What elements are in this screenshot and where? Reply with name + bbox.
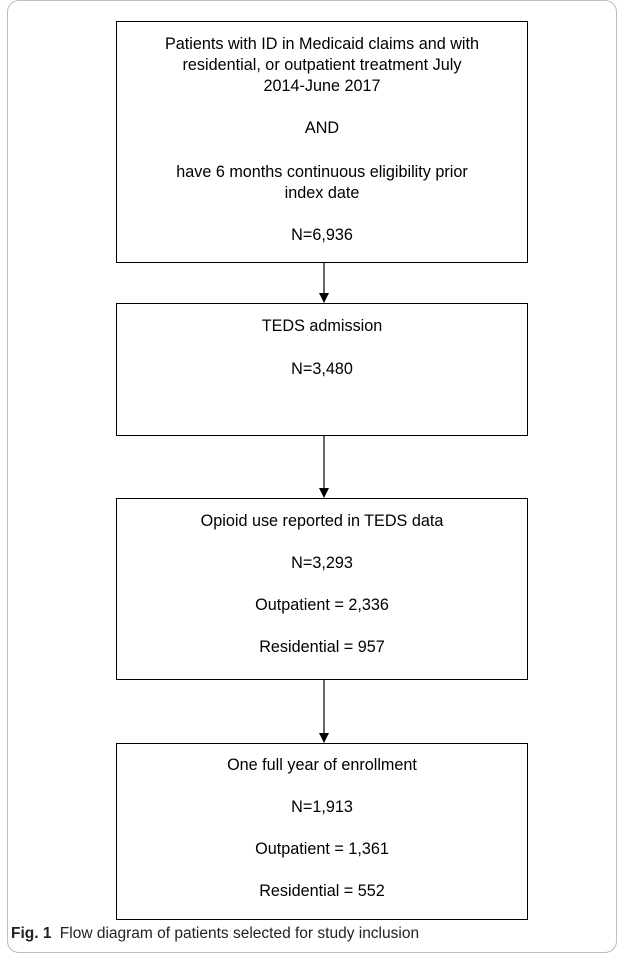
box-text: TEDS admission bbox=[261, 317, 383, 335]
box-count: N=6,936 bbox=[291, 226, 353, 244]
box-text: Patients with ID in Medicaid claims and … bbox=[165, 35, 479, 53]
flow-box-eligible-patients: Patients with ID in Medicaid claims and … bbox=[116, 21, 528, 263]
flow-box-teds-admission: TEDS admission N=3,480 bbox=[116, 303, 528, 436]
box-text: AND bbox=[304, 119, 340, 137]
box-count: N=3,293 bbox=[291, 554, 353, 572]
box-text: have 6 months continuous eligibility pri… bbox=[176, 163, 468, 181]
caption-text: Flow diagram of patients selected for st… bbox=[59, 925, 420, 942]
box-text: Residential = 552 bbox=[259, 882, 385, 900]
figure-caption: Fig. 1 Flow diagram of patients selected… bbox=[11, 925, 419, 943]
box-count: N=1,913 bbox=[291, 798, 353, 816]
box-text: Outpatient = 2,336 bbox=[255, 596, 389, 614]
arrow-down-icon bbox=[319, 436, 329, 498]
arrow-down-icon bbox=[319, 680, 329, 743]
flow-box-full-year-enrollment: One full year of enrollment N=1,913 Outp… bbox=[116, 743, 528, 920]
arrow-down-icon bbox=[319, 263, 329, 303]
figure-frame bbox=[7, 0, 617, 953]
box-count: N=3,480 bbox=[291, 360, 353, 378]
box-text: residential, or outpatient treatment Jul… bbox=[182, 56, 462, 74]
box-text: 2014-June 2017 bbox=[263, 77, 381, 95]
box-text: Outpatient = 1,361 bbox=[255, 840, 389, 858]
box-text: Opioid use reported in TEDS data bbox=[200, 512, 444, 530]
box-text: One full year of enrollment bbox=[227, 756, 417, 774]
box-text: index date bbox=[284, 184, 360, 202]
caption-label: Fig. 1 bbox=[11, 925, 52, 942]
flow-box-opioid-use: Opioid use reported in TEDS data N=3,293… bbox=[116, 498, 528, 680]
box-text: Residential = 957 bbox=[259, 638, 385, 656]
